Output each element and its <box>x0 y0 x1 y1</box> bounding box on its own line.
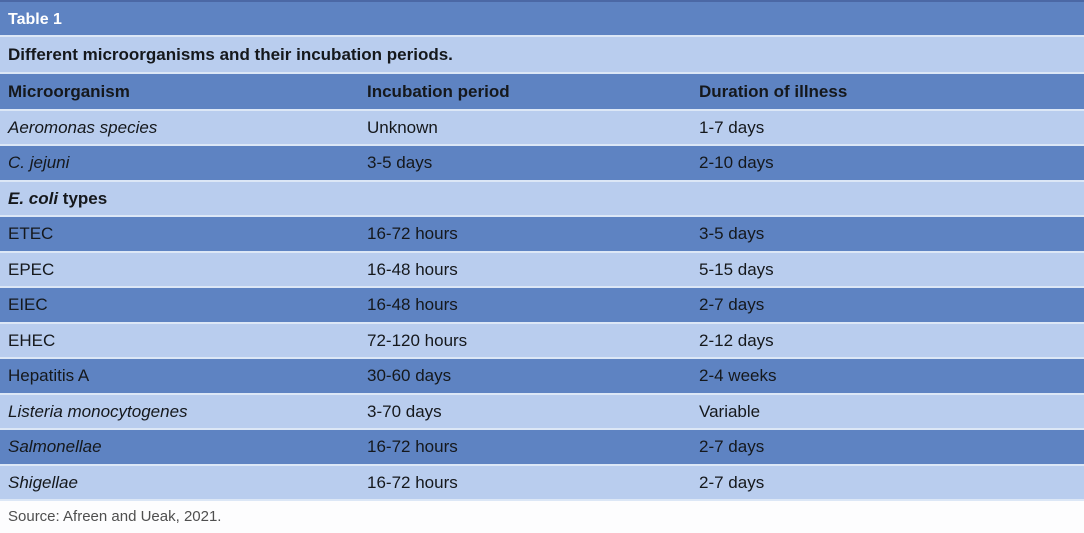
cell-microorganism: C. jejuni <box>0 145 359 182</box>
cell-microorganism: Hepatitis A <box>0 358 359 395</box>
source-note: Source: Afreen and Ueak, 2021. <box>0 501 1084 533</box>
cell-incubation-period: 30-60 days <box>359 358 691 395</box>
cell-incubation-period: 16-72 hours <box>359 429 691 466</box>
cell-incubation-period: 16-48 hours <box>359 287 691 324</box>
column-header-duration-of-illness: Duration of illness <box>691 74 1084 111</box>
section-title: E. coli types <box>0 180 1084 217</box>
section-row-e-coli-types: E. coli types <box>0 180 1084 217</box>
section-title-rest: types <box>58 188 108 208</box>
cell-incubation-period: 3-5 days <box>359 145 691 182</box>
cell-duration: 2-4 weeks <box>691 358 1084 395</box>
cell-duration: 2-12 days <box>691 322 1084 359</box>
table-row-aeromonas: Aeromonas species Unknown 1-7 days <box>0 109 1084 146</box>
cell-microorganism: ETEC <box>0 216 359 253</box>
cell-duration: 5-15 days <box>691 251 1084 288</box>
cell-incubation-period: 16-72 hours <box>359 464 691 501</box>
cell-incubation-period: 16-48 hours <box>359 251 691 288</box>
cell-microorganism: EPEC <box>0 251 359 288</box>
table-row-eiec: EIEC 16-48 hours 2-7 days <box>0 287 1084 324</box>
cell-incubation-period: 3-70 days <box>359 393 691 430</box>
cell-duration: 3-5 days <box>691 216 1084 253</box>
cell-microorganism: EIEC <box>0 287 359 324</box>
cell-duration: Variable <box>691 393 1084 430</box>
cell-incubation-period: Unknown <box>359 109 691 146</box>
table-row-hepatitis-a: Hepatitis A 30-60 days 2-4 weeks <box>0 358 1084 395</box>
cell-duration: 1-7 days <box>691 109 1084 146</box>
cell-duration: 2-7 days <box>691 287 1084 324</box>
cell-duration: 2-10 days <box>691 145 1084 182</box>
section-title-italic: E. coli <box>8 188 59 208</box>
table-caption: Different microorganisms and their incub… <box>0 37 1084 74</box>
table-row-listeria: Listeria monocytogenes 3-70 days Variabl… <box>0 393 1084 430</box>
cell-incubation-period: 72-120 hours <box>359 322 691 359</box>
table-row-shigellae: Shigellae 16-72 hours 2-7 days <box>0 464 1084 501</box>
header-row: Microorganism Incubation period Duration… <box>0 74 1084 111</box>
table-row-etec: ETEC 16-72 hours 3-5 days <box>0 216 1084 253</box>
cell-microorganism: EHEC <box>0 322 359 359</box>
table-row-ehec: EHEC 72-120 hours 2-12 days <box>0 322 1084 359</box>
column-header-incubation-period: Incubation period <box>359 74 691 111</box>
column-header-microorganism: Microorganism <box>0 74 359 111</box>
cell-duration: 2-7 days <box>691 464 1084 501</box>
table-row-epec: EPEC 16-48 hours 5-15 days <box>0 251 1084 288</box>
cell-duration: 2-7 days <box>691 429 1084 466</box>
table-row-salmonellae: Salmonellae 16-72 hours 2-7 days <box>0 429 1084 466</box>
cell-microorganism: Salmonellae <box>0 429 359 466</box>
cell-incubation-period: 16-72 hours <box>359 216 691 253</box>
cell-microorganism: Aeromonas species <box>0 109 359 146</box>
data-table: Microorganism Incubation period Duration… <box>0 74 1084 501</box>
cell-microorganism: Shigellae <box>0 464 359 501</box>
table-row-c-jejuni: C. jejuni 3-5 days 2-10 days <box>0 145 1084 182</box>
cell-microorganism: Listeria monocytogenes <box>0 393 359 430</box>
table-label: Table 1 <box>0 0 1084 37</box>
